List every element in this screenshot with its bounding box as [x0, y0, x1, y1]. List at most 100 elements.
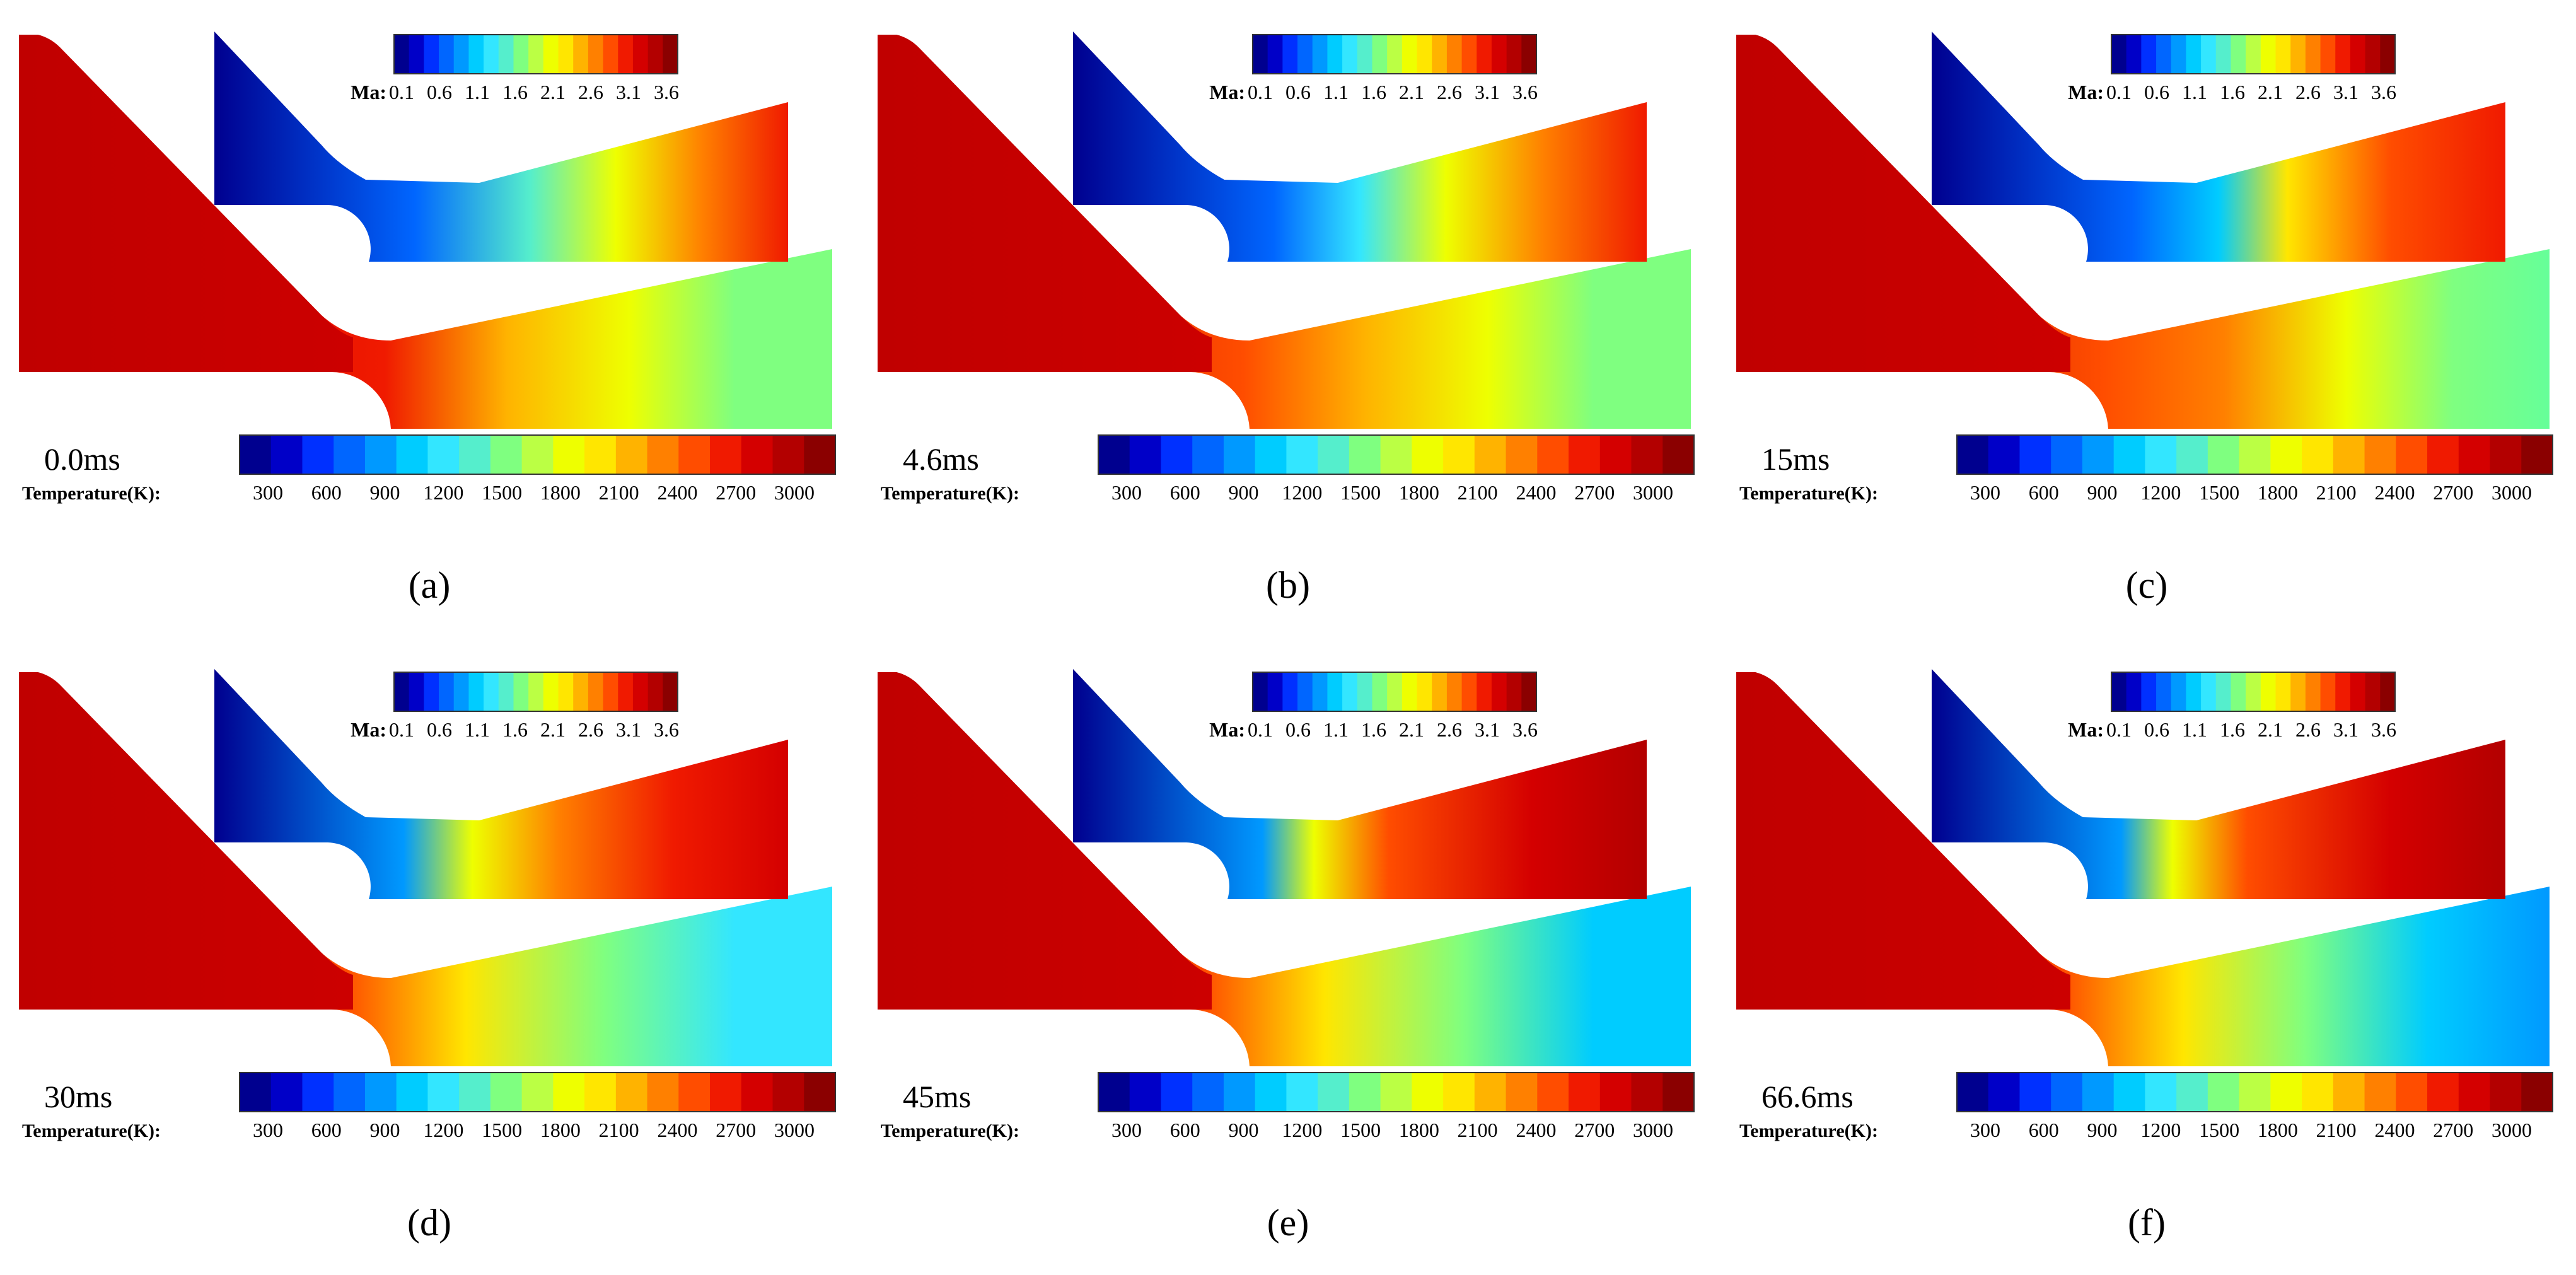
- temperature-colorbar-segment: [1318, 1073, 1350, 1112]
- temperature-colorbar-tick: 3000: [1633, 1119, 1673, 1141]
- mach-colorbar-segment: [1297, 35, 1313, 74]
- mach-colorbar-label: Ma:: [1209, 718, 1245, 741]
- mach-colorbar-segment: [2156, 35, 2172, 74]
- mach-colorbar-segment: [573, 672, 589, 711]
- mach-colorbar-segment: [573, 35, 589, 74]
- mach-colorbar-segment: [528, 35, 544, 74]
- mach-colorbar-tick: 2.6: [578, 81, 603, 103]
- temperature-colorbar-segment: [1957, 435, 1989, 474]
- temperature-colorbar-tick: 900: [370, 1119, 400, 1141]
- mach-colorbar-tick: 1.6: [1361, 718, 1386, 741]
- temperature-colorbar-segment: [1569, 1073, 1601, 1112]
- temperature-colorbar-segment: [741, 435, 774, 474]
- temperature-colorbar-segment: [459, 435, 491, 474]
- mach-colorbar-segment: [1342, 672, 1358, 711]
- temperature-colorbar-segment: [521, 435, 554, 474]
- mach-colorbar-segment: [2231, 672, 2246, 711]
- temperature-colorbar-segment: [2145, 1073, 2177, 1112]
- temperature-colorbar-segment: [2302, 435, 2334, 474]
- mach-colorbar-tick: 0.1: [2106, 81, 2132, 103]
- mach-colorbar-segment: [663, 35, 678, 74]
- temperature-colorbar-segment: [2113, 435, 2146, 474]
- mach-colorbar-segment: [1312, 672, 1328, 711]
- temperature-colorbar-tick: 1200: [2140, 1119, 2181, 1141]
- temperature-colorbar-segment: [1631, 435, 1663, 474]
- mach-colorbar-segment: [2320, 672, 2336, 711]
- mach-colorbar-segment: [1491, 35, 1507, 74]
- mach-colorbar-segment: [1477, 35, 1492, 74]
- temperature-colorbar-segment: [584, 435, 617, 474]
- mach-colorbar-segment: [1506, 672, 1522, 711]
- temperature-colorbar-segment: [521, 1073, 554, 1112]
- temperature-colorbar-label: Temperature(K):: [881, 483, 1019, 504]
- mach-colorbar-segment: [1282, 672, 1298, 711]
- temperature-colorbar-tick: 300: [1111, 1119, 1142, 1141]
- mach-colorbar-tick: 0.6: [427, 718, 452, 741]
- temperature-colorbar-tick: 900: [2087, 481, 2118, 504]
- temperature-colorbar-segment: [270, 435, 303, 474]
- mach-colorbar-tick: 3.6: [1512, 718, 1538, 741]
- mach-contour-field: [214, 32, 788, 262]
- temperature-colorbar-segment: [1412, 435, 1444, 474]
- mach-colorbar-segment: [1401, 672, 1418, 711]
- temperature-colorbar: Temperature(K): 300 600 900 1200 1500 1800 2100…: [22, 434, 836, 504]
- mach-contour-field: [1073, 669, 1647, 899]
- temperature-colorbar-tick: 3000: [1633, 481, 1673, 504]
- panel-label: (f): [2128, 1202, 2166, 1243]
- temperature-colorbar-segment: [2396, 1073, 2428, 1112]
- temperature-colorbar-segment: [1255, 435, 1287, 474]
- temperature-colorbar-segment: [1988, 1073, 2021, 1112]
- mach-colorbar-segment: [468, 35, 484, 74]
- mach-colorbar-tick: 0.1: [1248, 81, 1273, 103]
- mach-colorbar-tick: 1.6: [1361, 81, 1386, 103]
- temperature-colorbar-tick: 2700: [716, 481, 756, 504]
- temperature-colorbar-segment: [302, 1073, 334, 1112]
- temperature-colorbar-tick: 300: [1970, 481, 2000, 504]
- temperature-colorbar-segment: [334, 435, 366, 474]
- time-label: 45ms: [903, 1079, 971, 1114]
- temperature-colorbar-tick: 600: [311, 481, 342, 504]
- mach-colorbar-segment: [618, 35, 634, 74]
- mach-colorbar-segment: [558, 35, 574, 74]
- mach-colorbar-segment: [2380, 672, 2396, 711]
- temperature-colorbar-segment: [647, 1073, 679, 1112]
- temperature-colorbar-segment: [772, 1073, 804, 1112]
- temperature-colorbar-tick: 2700: [1574, 1119, 1615, 1141]
- mach-colorbar-segment: [1506, 35, 1522, 74]
- mach-colorbar-tick: 3.1: [1475, 718, 1500, 741]
- mach-colorbar-segment: [663, 672, 678, 711]
- time-label: 0.0ms: [44, 441, 120, 477]
- mach-colorbar-segment: [2290, 35, 2306, 74]
- temperature-colorbar-segment: [804, 1073, 836, 1112]
- temperature-colorbar-segment: [1192, 435, 1224, 474]
- temperature-colorbar-segment: [2333, 435, 2365, 474]
- temperature-colorbar-segment: [1443, 435, 1475, 474]
- temperature-colorbar-tick: 2100: [599, 1119, 639, 1141]
- mach-colorbar-segment: [558, 672, 574, 711]
- mach-colorbar-segment: [528, 672, 544, 711]
- temperature-colorbar-tick: 2700: [2433, 1119, 2473, 1141]
- temperature-colorbar-segment: [1255, 1073, 1287, 1112]
- temperature-colorbar-segment: [1537, 435, 1569, 474]
- mach-colorbar-segment: [1521, 672, 1537, 711]
- mach-colorbar-segment: [1432, 672, 1448, 711]
- mach-colorbar-segment: [468, 672, 484, 711]
- temperature-colorbar-segment: [553, 435, 585, 474]
- mach-colorbar: Ma: 0.1 0.6 1.1 1.6 2.1 2.6 3.1 3.6: [1209, 34, 1538, 103]
- mach-colorbar: Ma: 0.1 0.6 1.1 1.6 2.1 2.6 3.1 3.6: [2068, 34, 2396, 103]
- mach-colorbar-segment: [394, 35, 410, 74]
- temperature-colorbar-segment: [396, 435, 429, 474]
- mach-colorbar-tick: 3.6: [654, 718, 679, 741]
- mach-colorbar-segment: [2335, 35, 2351, 74]
- temperature-colorbar-segment: [2207, 1073, 2240, 1112]
- mach-colorbar-segment: [2350, 35, 2366, 74]
- mach-colorbar-label: Ma:: [2068, 81, 2104, 103]
- mach-colorbar-segment: [1401, 35, 1418, 74]
- mach-colorbar-segment: [1491, 672, 1507, 711]
- mach-colorbar-segment: [2126, 35, 2142, 74]
- temperature-colorbar-tick: 1800: [540, 481, 581, 504]
- temperature-colorbar-tick: 2100: [1458, 1119, 1498, 1141]
- mach-colorbar-segment: [2365, 35, 2381, 74]
- mach-colorbar-segment: [2111, 35, 2127, 74]
- mach-colorbar-segment: [603, 35, 618, 74]
